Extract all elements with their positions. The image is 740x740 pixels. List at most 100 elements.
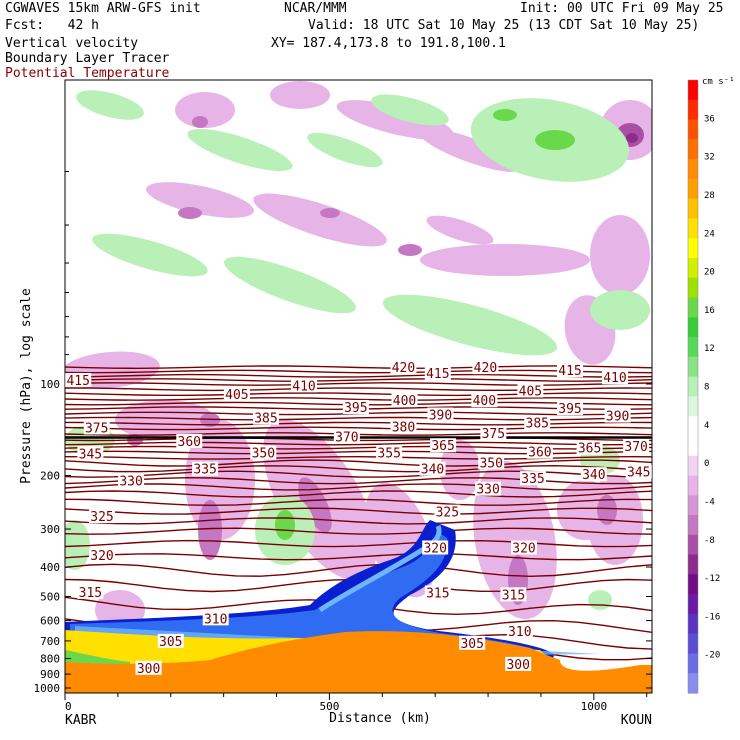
theta-contour-label: 415 [66, 374, 89, 389]
theta-label-background [424, 585, 451, 600]
theta-contour-label: 395 [558, 402, 581, 417]
theta-contour-label: 390 [429, 409, 452, 424]
theta-contour-label: 335 [521, 472, 544, 487]
left-station-label: KABR [65, 713, 96, 728]
y-axis-title: Pressure (hPa), log scale [19, 288, 34, 484]
theta-label-background [65, 372, 92, 387]
theta-label-background [83, 420, 110, 435]
theta-label-background [223, 387, 250, 402]
theta-label-background [135, 660, 162, 675]
theta-contour-label: 375 [482, 427, 505, 442]
theta-label-background [424, 365, 451, 380]
colorbar-swatch [688, 317, 698, 338]
theta-label-background [526, 444, 553, 459]
pressure-tick-label: 800 [40, 653, 60, 666]
pressure-tick-label: 100 [40, 378, 60, 391]
theta-label-background [89, 509, 116, 524]
pressure-tick-label: 600 [40, 615, 60, 628]
forecast-hour: Fcst: 42 h [5, 18, 99, 33]
theta-contour-label: 330 [476, 483, 499, 498]
theta-label-background [157, 633, 184, 648]
theta-contour-line [65, 426, 652, 431]
theta-contour-line [65, 392, 652, 397]
theta-contour-label: 325 [436, 506, 459, 521]
theta-label-background [250, 445, 277, 460]
colorbar-swatch [688, 159, 698, 180]
theta-label-background [118, 473, 145, 488]
valid-time: Valid: 18 UTC Sat 10 May 25 (13 CDT Sat … [308, 18, 700, 33]
colorbar-swatch [688, 475, 698, 496]
plot-frame [64, 79, 653, 694]
theta-contour-label: 410 [603, 371, 626, 386]
colorbar-swatch [688, 277, 698, 299]
theta-label-background [390, 360, 417, 375]
x-axis-title: Distance (km) [329, 711, 431, 726]
colorbar-swatch [688, 495, 698, 516]
colorbar-tick-label: -16 [704, 612, 720, 622]
pressure-tick-label: 400 [40, 561, 60, 574]
cross-section-endpoints: XY= 187.4,173.8 to 191.8,100.1 [271, 36, 506, 51]
theta-contour-label: 305 [460, 637, 483, 652]
theta-contour-line [65, 455, 652, 460]
theta-label-background [192, 461, 219, 476]
theta-contour-line [65, 416, 652, 421]
theta-label-background [580, 467, 607, 482]
strong-sinking-cores [127, 116, 617, 605]
colorbar-swatch [688, 356, 698, 378]
theta-label-background [459, 635, 486, 650]
colorbar-swatch [688, 337, 698, 358]
theta-label-background [520, 471, 547, 486]
theta-contour-line [65, 459, 652, 467]
theta-label-group: 415 405 410 420 415 420 415 410 395 400 400 405 395 3… [65, 360, 652, 677]
theta-contour-line [65, 498, 652, 507]
colorbar-swatch [688, 297, 698, 318]
colorbar-swatch [688, 613, 698, 635]
pressure-tick-label: 500 [40, 590, 60, 603]
pressure-tick-label: 1000 [34, 682, 61, 695]
theta-contour-line [65, 382, 652, 386]
theta-contour-label: 365 [578, 442, 601, 457]
theta-label-background [434, 504, 461, 519]
colorbar-swatch [688, 673, 698, 694]
pressure-tick-label: 200 [40, 470, 60, 483]
colorbar-tick-label: -20 [704, 651, 720, 661]
colorbar-swatch [688, 99, 698, 121]
theta-contour-label: 400 [473, 394, 496, 409]
theta-contour-label: 315 [426, 586, 449, 601]
boundary-layer-shading [65, 630, 652, 693]
theta-contour-label: 405 [225, 388, 248, 403]
tracer-plume-mid [70, 532, 546, 660]
theta-label-background [576, 440, 603, 455]
theta-contour-label: 405 [519, 384, 542, 399]
distance-tick-label: 1000 [581, 700, 608, 713]
theta-contour-line [65, 464, 652, 473]
orange-surface-layer [65, 631, 652, 693]
theta-contour-label: 310 [204, 612, 227, 627]
pressure-tick-label: 900 [40, 668, 60, 681]
colorbar-swatch [688, 574, 698, 595]
theta-contour-label: 315 [79, 586, 102, 601]
colorbar-swatch [688, 534, 698, 556]
theta-contour-label: 420 [392, 361, 415, 376]
theta-contour-line [65, 365, 652, 370]
distance-tick-label: 0 [65, 700, 72, 713]
vertical-velocity-colorbar: 36 32 28 24 20 16 12 8 4 0 -4 -8 -12 -16 -20 [687, 79, 720, 694]
colorbar-tick-label: 28 [704, 191, 715, 201]
theta-contour-label: 360 [528, 446, 551, 461]
theta-contour-label: 330 [119, 475, 142, 490]
theta-contour-line [65, 421, 652, 426]
colorbar-swatch [688, 435, 698, 457]
theta-contour-line [65, 369, 652, 374]
colorbar-swatch [688, 594, 698, 615]
theta-label-background [601, 370, 628, 385]
theta-label-background [557, 401, 584, 416]
theta-contour-label: 415 [426, 367, 449, 382]
distance-tick-label: 500 [319, 700, 339, 713]
theta-contour-label: 340 [421, 463, 444, 478]
theta-contour-label: 385 [254, 412, 277, 427]
theta-contour-label: 325 [90, 510, 113, 525]
theta-label-background [557, 363, 584, 378]
colorbar-units: cm s⁻¹ [702, 77, 735, 87]
